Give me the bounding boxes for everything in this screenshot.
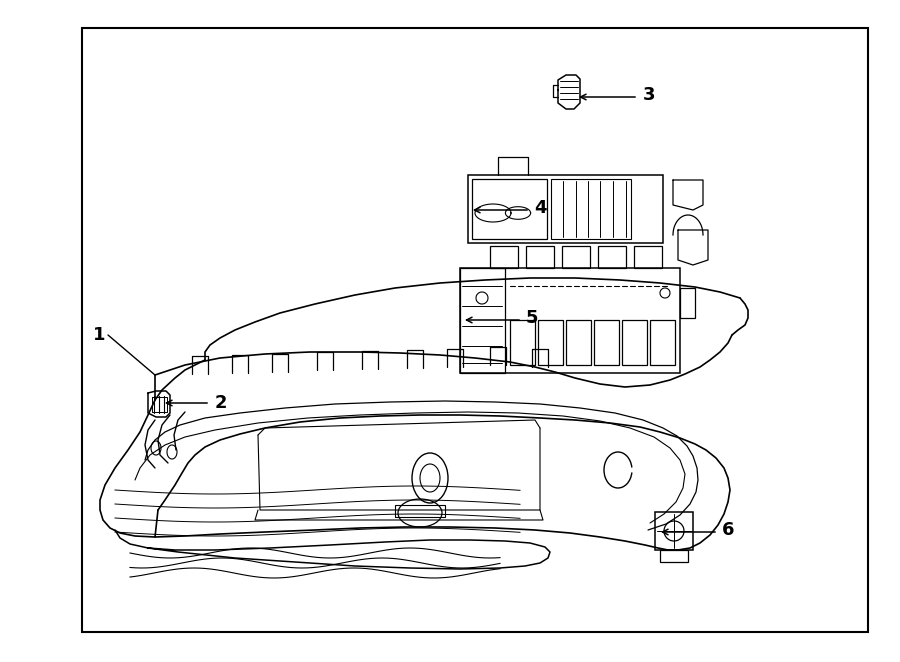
Bar [551,179,631,239]
Text: 2: 2 [215,394,228,412]
Bar [660,550,688,562]
Bar [526,246,554,268]
Bar [82,28,868,632]
Bar [460,268,505,373]
Bar [395,505,445,517]
Text: 3: 3 [643,86,655,104]
Bar [634,246,662,268]
Bar [472,179,547,239]
Bar [680,288,695,318]
Bar [598,246,626,268]
Text: 1: 1 [93,326,105,344]
Bar [650,320,675,365]
Bar [594,320,619,365]
Bar [538,320,563,365]
Text: 5: 5 [526,309,538,327]
Bar [460,268,680,373]
Bar [468,175,663,243]
Bar [655,512,693,550]
Bar [510,320,535,365]
Bar [566,320,591,365]
Text: 6: 6 [722,521,734,539]
Bar [490,246,518,268]
Text: 4: 4 [534,199,546,217]
Bar [562,246,590,268]
Bar [622,320,647,365]
